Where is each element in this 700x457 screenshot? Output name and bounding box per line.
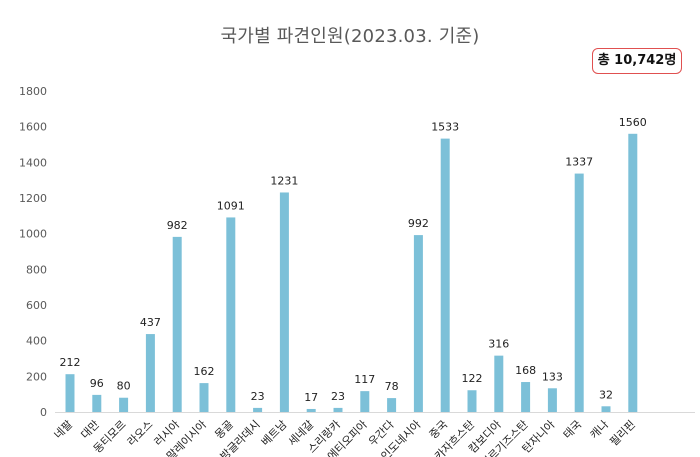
data-label: 133 [542, 370, 563, 383]
x-category-label: 필리핀 [607, 418, 638, 449]
data-label: 162 [194, 365, 215, 378]
bar [387, 398, 397, 412]
data-label: 992 [408, 217, 429, 230]
y-tick-label: 0 [40, 406, 47, 419]
bar [199, 383, 209, 412]
data-label: 117 [354, 373, 375, 386]
bar [547, 388, 557, 412]
bar [467, 390, 477, 412]
bar [601, 406, 611, 412]
y-axis: 0 200 400 600 800 1000 1200 1400 1600 1800 [19, 85, 47, 419]
bar-series [65, 133, 638, 413]
data-label: 23 [331, 390, 345, 403]
y-tick-label: 1600 [19, 121, 47, 134]
y-tick-label: 400 [26, 335, 47, 348]
x-category-label: 태국 [561, 418, 585, 442]
x-category-label: 베트남 [259, 418, 290, 449]
bar [574, 173, 584, 412]
bar [413, 235, 423, 412]
data-label: 1231 [270, 174, 298, 187]
data-label: 122 [462, 372, 483, 385]
data-label: 212 [60, 356, 81, 369]
data-label: 437 [140, 316, 161, 329]
y-tick-label: 1800 [19, 85, 47, 98]
bar [226, 217, 236, 412]
y-tick-label: 1200 [19, 192, 47, 205]
bar [145, 334, 155, 412]
y-tick-label: 1400 [19, 156, 47, 169]
data-label: 316 [488, 338, 509, 351]
data-label: 78 [385, 380, 399, 393]
data-label: 1091 [217, 199, 245, 212]
data-label: 1337 [565, 156, 593, 169]
bar [333, 407, 343, 412]
y-tick-label: 200 [26, 370, 47, 383]
chart-title: 국가별 파견인원(2023.03. 기준) [220, 26, 480, 47]
data-label: 96 [90, 377, 104, 390]
bar [521, 382, 531, 412]
x-category-label: 네팔 [52, 418, 76, 442]
data-label: 23 [251, 390, 265, 403]
bar [440, 138, 450, 413]
data-label: 1533 [431, 121, 459, 134]
bar [92, 394, 102, 412]
bar [279, 192, 289, 412]
y-tick-label: 600 [26, 299, 47, 312]
data-labels: 212 96 80 437 982 162 1091 23 1231 17 23 117 78 992 15… [60, 116, 647, 404]
bar [628, 133, 638, 413]
bar [172, 236, 182, 412]
bar [253, 407, 263, 412]
y-tick-label: 800 [26, 263, 47, 276]
data-label: 168 [515, 364, 536, 377]
data-label: 80 [117, 380, 131, 393]
data-label: 1560 [619, 116, 647, 129]
bar [306, 408, 316, 412]
x-category-label: 라오스 [125, 418, 156, 449]
data-label: 32 [599, 388, 613, 401]
data-label: 982 [167, 219, 188, 232]
bar [360, 391, 370, 412]
bar [494, 355, 504, 412]
total-count-badge: 총 10,742명 [592, 48, 682, 74]
bar [119, 397, 129, 412]
y-tick-label: 1000 [19, 228, 47, 241]
data-label: 17 [304, 391, 318, 404]
bar [65, 374, 75, 412]
